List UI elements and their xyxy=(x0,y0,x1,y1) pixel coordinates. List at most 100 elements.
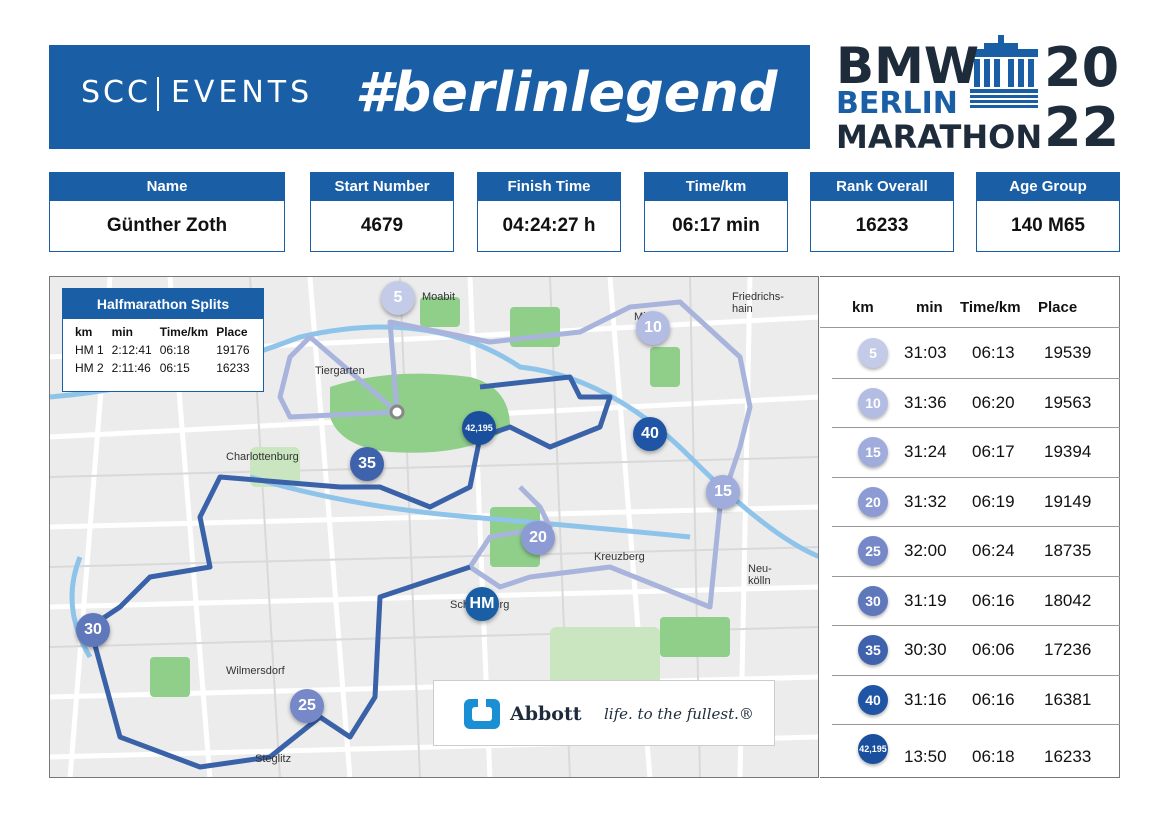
table-cell: HM 2 xyxy=(75,361,104,375)
logo-year-1: 20 xyxy=(1044,36,1120,99)
split-min: 31:36 xyxy=(904,392,947,412)
split-km-badge: 25 xyxy=(858,536,888,567)
place-charlottenburg: Charlottenburg xyxy=(226,451,299,463)
split-pace: 06:17 xyxy=(972,442,1015,462)
column-header: min xyxy=(916,299,943,316)
split-km-badge: 10 xyxy=(858,387,888,418)
split-pace: 06:20 xyxy=(972,392,1015,412)
info-name: Name Günther Zoth xyxy=(49,172,285,252)
info-label: Start Number xyxy=(311,173,453,201)
split-place: 19394 xyxy=(1044,442,1092,462)
marker-km-40: 40 xyxy=(633,417,667,451)
place-steglitz: Steglitz xyxy=(255,753,292,765)
marker-km-25: 25 xyxy=(290,689,324,723)
split-row: 35 30:30 06:06 17236 xyxy=(832,626,1120,676)
marker-finish: 42,195 xyxy=(462,411,496,445)
column-header: Time/km xyxy=(159,325,209,339)
split-row: 42,195 13:50 06:18 16233 xyxy=(832,725,1120,774)
info-rank-overall: Rank Overall 16233 xyxy=(810,172,954,252)
split-pace: 06:16 xyxy=(972,689,1015,709)
split-km-badge: 35 xyxy=(858,635,888,666)
split-pace: 06:13 xyxy=(972,343,1015,363)
split-km-badge: 5 xyxy=(858,338,888,369)
split-km-badge: 15 xyxy=(858,437,888,468)
split-min: 32:00 xyxy=(904,541,947,561)
info-value: Günther Zoth xyxy=(106,215,228,236)
column-header: Time/km xyxy=(960,299,1021,316)
hashtag-title: #berlinlegend xyxy=(355,61,778,124)
split-row: 40 31:16 06:16 16381 xyxy=(832,676,1120,725)
split-row: 5 31:03 06:13 19539 xyxy=(832,329,1120,379)
split-place: 19563 xyxy=(1044,392,1092,412)
halfmarathon-title: Halfmarathon Splits xyxy=(63,289,263,319)
route-second-half xyxy=(87,374,613,770)
table-cell: 2:11:46 xyxy=(111,361,151,375)
logo-marathon: MARATHON xyxy=(836,118,1043,156)
table-cell: 19176 xyxy=(216,343,250,357)
split-row: 25 32:00 06:24 18735 xyxy=(832,527,1120,577)
split-km-badge: 30 xyxy=(858,585,888,616)
split-km-badge: 20 xyxy=(858,486,888,517)
marker-halfmarathon: HM xyxy=(465,587,499,621)
logo-year-2: 22 xyxy=(1044,96,1120,159)
table-cell: 06:15 xyxy=(159,361,190,375)
split-pace: 06:06 xyxy=(972,640,1015,660)
sponsor-name: Abbott xyxy=(510,703,582,725)
split-pace: 06:16 xyxy=(972,590,1015,610)
info-label: Rank Overall xyxy=(811,173,953,201)
split-row: 15 31:24 06:17 19394 xyxy=(832,428,1120,478)
split-row: 10 31:36 06:20 19563 xyxy=(832,379,1120,428)
place-wilmersdorf: Wilmersdorf xyxy=(226,665,285,677)
info-value: 4679 xyxy=(360,215,404,236)
logo-berlin: BERLIN xyxy=(836,86,958,121)
halfmarathon-splits: Halfmarathon Splits km min Time/km Place… xyxy=(62,288,264,392)
sponsor-slogan: life. to the fullest.® xyxy=(604,705,754,723)
marker-km-35: 35 xyxy=(350,447,384,481)
split-min: 31:16 xyxy=(904,689,947,709)
split-place: 16381 xyxy=(1044,689,1092,709)
column-header: Place xyxy=(1038,299,1078,316)
place-friedrichshain: Friedrichs-hain xyxy=(732,291,784,315)
split-min: 31:24 xyxy=(904,442,947,462)
split-place: 19539 xyxy=(1044,343,1092,363)
logo-divider xyxy=(156,76,159,111)
column-header: min xyxy=(111,325,134,339)
table-header-row: km min Time/km Place xyxy=(71,323,254,341)
marker-km-5: 5 xyxy=(381,281,415,315)
place-tiergarten: Tiergarten xyxy=(315,365,365,377)
place-kreuzberg: Kreuzberg xyxy=(594,551,645,563)
split-min: 31:19 xyxy=(904,590,947,610)
info-label: Name xyxy=(50,173,284,201)
header-banner: SCC EVENTS #berlinlegend xyxy=(49,45,810,149)
splits-header: km min Time/km Place xyxy=(820,277,1120,328)
table-cell: HM 1 xyxy=(75,343,104,357)
split-min: 13:50 xyxy=(904,747,947,767)
marker-km-15: 15 xyxy=(706,475,740,509)
info-label: Time/km xyxy=(645,173,787,201)
marker-km-30: 30 xyxy=(76,613,110,647)
split-min: 31:03 xyxy=(904,343,947,363)
split-km-badge: 40 xyxy=(858,684,888,715)
info-value: 06:17 min xyxy=(672,215,760,236)
table-row: HM 1 2:12:41 06:18 19176 xyxy=(71,341,254,359)
split-pace: 06:18 xyxy=(972,747,1015,767)
place-neukoelln: Neu-kölln xyxy=(748,563,772,587)
column-header: km xyxy=(852,299,874,316)
splits-table: km min Time/km Place 5 31:03 06:13 19539 10 3… xyxy=(820,276,1120,778)
table-cell: 16233 xyxy=(216,361,250,375)
table-cell: 2:12:41 xyxy=(111,343,152,357)
split-pace: 06:24 xyxy=(972,541,1015,561)
split-place: 16233 xyxy=(1044,747,1092,767)
info-age-group: Age Group 140 M65 xyxy=(976,172,1120,252)
halfmarathon-table: km min Time/km Place HM 1 2:12:41 06:18 … xyxy=(71,323,254,377)
split-place: 18735 xyxy=(1044,541,1092,561)
logo-events: EVENTS xyxy=(170,75,314,110)
logo-scc: SCC xyxy=(81,75,151,110)
split-min: 31:32 xyxy=(904,491,947,511)
split-place: 17236 xyxy=(1044,640,1092,660)
info-label: Age Group xyxy=(977,173,1119,201)
brandenburg-gate-icon xyxy=(970,35,1038,108)
info-value: 140 M65 xyxy=(1011,215,1085,236)
info-start-number: Start Number 4679 xyxy=(310,172,454,252)
place-moabit: Moabit xyxy=(422,291,456,303)
